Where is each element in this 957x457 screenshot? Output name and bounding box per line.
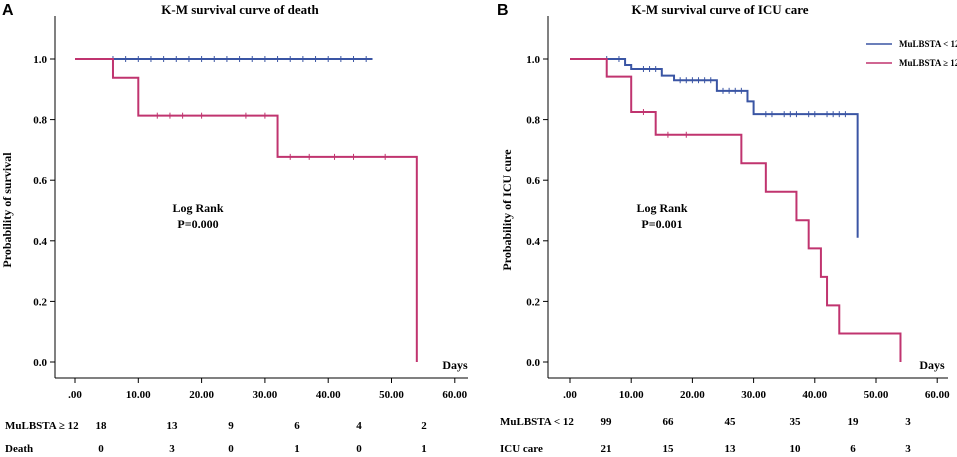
x-tick-label: 50.00 (864, 389, 889, 401)
km-curve-series-1 (570, 58, 859, 238)
y-tick-label: 0.8 (526, 115, 540, 127)
panel-label: B (497, 2, 509, 19)
risk-table-row-label: ICU care (500, 443, 543, 455)
km-curve-series-2 (75, 58, 418, 362)
x-tick-label: 30.00 (253, 389, 278, 401)
y-tick-label: 0.0 (526, 357, 540, 369)
legend-entry: MuLBSTA < 12 (899, 39, 957, 49)
y-tick-label: 0.8 (33, 115, 47, 127)
log-rank-annotation: P=0.001 (641, 217, 682, 231)
risk-table-value: 13 (167, 420, 179, 432)
risk-table-value: 3 (905, 443, 911, 455)
risk-table-value: 10 (790, 443, 802, 455)
x-tick-label: .00 (68, 389, 82, 401)
x-tick-label: 60.00 (442, 389, 467, 401)
y-tick-label: 1.0 (526, 54, 540, 66)
risk-table-value: 18 (96, 420, 108, 432)
risk-table-row-label: Death (5, 443, 33, 455)
x-axis-label: Days (919, 358, 945, 372)
risk-table-row-label: MuLBSTA ≥ 12 (5, 420, 79, 432)
y-tick-label: 0.2 (33, 296, 47, 308)
y-tick-label: 0.6 (526, 175, 540, 187)
chart-title: K-M survival curve of death (161, 2, 319, 17)
x-tick-label: 20.00 (680, 389, 705, 401)
risk-table-value: 0 (98, 443, 104, 455)
x-tick-label: 60.00 (925, 389, 950, 401)
risk-table-row-label: MuLBSTA < 12 (500, 416, 574, 428)
y-axis-label: Probability of ICU cure (500, 149, 514, 271)
y-tick-label: 1.0 (33, 54, 47, 66)
risk-table-value: 3 (905, 416, 911, 428)
log-rank-annotation: Log Rank (636, 201, 687, 215)
risk-table-value: 2 (421, 420, 427, 432)
x-tick-label: 30.00 (741, 389, 766, 401)
risk-table-value: 1 (421, 443, 427, 455)
log-rank-annotation: Log Rank (172, 201, 223, 215)
risk-table-value: 0 (228, 443, 234, 455)
risk-table-value: 4 (356, 420, 362, 432)
risk-table-value: 66 (663, 416, 675, 428)
x-axis-label: Days (442, 358, 468, 372)
risk-table-value: 35 (790, 416, 802, 428)
risk-table-value: 3 (169, 443, 175, 455)
panel-label: A (2, 2, 14, 19)
risk-table-value: 9 (228, 420, 234, 432)
chart-title: K-M survival curve of ICU care (631, 2, 808, 17)
y-tick-label: 0.0 (33, 357, 47, 369)
x-tick-label: 20.00 (189, 389, 214, 401)
km-curve-series-2 (570, 58, 902, 362)
risk-table-value: 45 (725, 416, 737, 428)
x-tick-label: 40.00 (802, 389, 827, 401)
risk-table-value: 13 (725, 443, 737, 455)
x-tick-label: .00 (563, 389, 577, 401)
y-tick-label: 0.6 (33, 175, 47, 187)
x-tick-label: 10.00 (126, 389, 151, 401)
risk-table-value: 6 (294, 420, 300, 432)
y-tick-label: 0.4 (526, 236, 540, 248)
y-tick-label: 0.4 (33, 236, 47, 248)
risk-table-value: 6 (850, 443, 856, 455)
x-tick-label: 40.00 (316, 389, 341, 401)
x-tick-label: 10.00 (619, 389, 644, 401)
risk-table-value: 21 (601, 443, 612, 455)
y-axis-label: Probability of survival (0, 152, 14, 268)
x-tick-label: 50.00 (379, 389, 404, 401)
risk-table-value: 0 (356, 443, 362, 455)
risk-table-value: 15 (663, 443, 675, 455)
risk-table-value: 99 (601, 416, 613, 428)
legend-entry: MuLBSTA ≥ 12 (899, 58, 957, 68)
log-rank-annotation: P=0.000 (177, 217, 218, 231)
risk-table-value: 1 (294, 443, 300, 455)
risk-table-value: 19 (848, 416, 860, 428)
y-tick-label: 0.2 (526, 296, 540, 308)
